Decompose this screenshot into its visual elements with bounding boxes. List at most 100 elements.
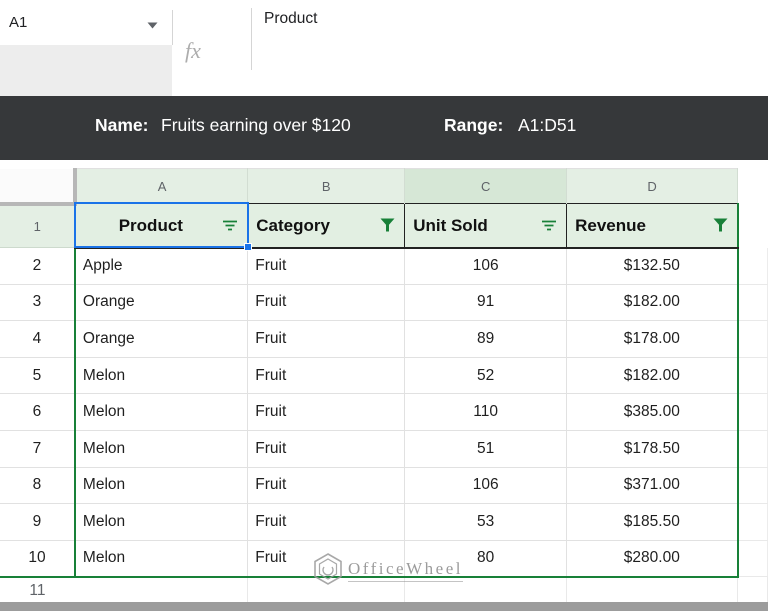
- cell-B9[interactable]: Fruit: [247, 503, 406, 541]
- cell-A6[interactable]: Melon: [73, 393, 249, 431]
- cell-A8[interactable]: Melon: [73, 467, 249, 505]
- name-box[interactable]: A1: [9, 14, 28, 31]
- cell-B1[interactable]: Category: [247, 203, 406, 249]
- grid-margin: [737, 503, 768, 541]
- cell-A4[interactable]: Orange: [73, 320, 249, 358]
- grid-margin: [737, 430, 768, 468]
- fill-handle[interactable]: [244, 243, 252, 251]
- cell-A5[interactable]: Melon: [73, 357, 249, 395]
- cell-D11[interactable]: [566, 576, 738, 604]
- cell-C4[interactable]: 89: [404, 320, 568, 358]
- cell-A2[interactable]: Apple: [73, 247, 249, 285]
- named-range-banner: Name: Fruits earning over $120 Range: A1…: [0, 96, 768, 160]
- cell-D8[interactable]: $371.00: [566, 467, 739, 505]
- cell-A3[interactable]: Orange: [73, 284, 249, 322]
- grid-margin: [737, 467, 768, 505]
- cell-D1[interactable]: Revenue: [566, 203, 739, 249]
- funnel-icon[interactable]: [713, 218, 728, 232]
- spreadsheet-grid: A B C D 1 Product Category: [0, 168, 768, 604]
- cell-D4[interactable]: $178.00: [566, 320, 739, 358]
- cell-D5[interactable]: $182.00: [566, 357, 739, 395]
- banner-name-label: Name:: [95, 115, 149, 135]
- column-header-D[interactable]: D: [566, 168, 738, 204]
- banner-name-value: Fruits earning over $120: [161, 115, 351, 135]
- chevron-down-icon[interactable]: [147, 22, 158, 29]
- filter-lines-icon[interactable]: [541, 219, 557, 232]
- column-header-A[interactable]: A: [74, 168, 249, 204]
- cell-B5[interactable]: Fruit: [247, 357, 406, 395]
- divider: [172, 10, 173, 45]
- grid-margin: [737, 168, 768, 204]
- cell-B6[interactable]: Fruit: [247, 393, 406, 431]
- header-label-unit-sold: Unit Sold: [413, 215, 488, 235]
- sheet-corner-filler: [0, 45, 172, 96]
- grid-margin: [737, 393, 768, 431]
- watermark-text: OfficeWheel: [348, 559, 463, 582]
- row-header-11[interactable]: 11: [0, 576, 75, 604]
- select-all-corner[interactable]: [0, 168, 77, 206]
- banner-range-value: A1:D51: [518, 115, 577, 135]
- formula-input[interactable]: Product: [264, 10, 318, 27]
- cell-B10[interactable]: Fruit: [247, 540, 406, 578]
- funnel-icon[interactable]: [380, 218, 395, 232]
- bottom-edge-strip: [0, 602, 768, 611]
- cell-C2[interactable]: 106: [404, 247, 568, 285]
- cell-C3[interactable]: 91: [404, 284, 568, 322]
- row-header-1[interactable]: 1: [0, 203, 75, 248]
- cell-C6[interactable]: 110: [404, 393, 568, 431]
- cell-C5[interactable]: 52: [404, 357, 568, 395]
- cell-C9[interactable]: 53: [404, 503, 568, 541]
- cell-A1[interactable]: Product: [74, 203, 249, 249]
- cell-D2[interactable]: $132.50: [566, 247, 739, 285]
- row-header-10[interactable]: 10: [0, 540, 76, 578]
- cell-A9[interactable]: Melon: [73, 503, 249, 541]
- cell-C8[interactable]: 106: [404, 467, 568, 505]
- grid-margin: [737, 540, 768, 578]
- cell-B8[interactable]: Fruit: [247, 467, 406, 505]
- cell-C10[interactable]: 80: [404, 540, 568, 578]
- cell-D9[interactable]: $185.50: [566, 503, 739, 541]
- cell-A10[interactable]: Melon: [73, 540, 249, 578]
- cell-C1[interactable]: Unit Sold: [404, 203, 568, 249]
- column-header-C[interactable]: C: [404, 168, 568, 204]
- grid-margin: [737, 203, 768, 248]
- header-label-revenue: Revenue: [575, 215, 646, 235]
- column-header-B[interactable]: B: [247, 168, 406, 204]
- row-header-9[interactable]: 9: [0, 503, 76, 541]
- divider: [251, 8, 252, 70]
- header-label-category: Category: [256, 215, 330, 235]
- cell-D7[interactable]: $178.50: [566, 430, 739, 468]
- cell-A11[interactable]: [74, 576, 249, 604]
- cell-B4[interactable]: Fruit: [247, 320, 406, 358]
- cell-C11[interactable]: [404, 576, 568, 604]
- banner-range-label: Range:: [444, 115, 504, 135]
- cell-D6[interactable]: $385.00: [566, 393, 739, 431]
- cell-B7[interactable]: Fruit: [247, 430, 406, 468]
- cell-C7[interactable]: 51: [404, 430, 568, 468]
- grid-margin: [737, 320, 768, 358]
- row-header-8[interactable]: 8: [0, 467, 76, 505]
- row-header-2[interactable]: 2: [0, 247, 76, 285]
- cell-A7[interactable]: Melon: [73, 430, 249, 468]
- row-header-4[interactable]: 4: [0, 320, 76, 358]
- row-header-7[interactable]: 7: [0, 430, 76, 468]
- row-header-6[interactable]: 6: [0, 393, 76, 431]
- cell-B3[interactable]: Fruit: [247, 284, 406, 322]
- grid-margin: [737, 576, 768, 604]
- cell-B2[interactable]: Fruit: [247, 247, 406, 285]
- cell-D3[interactable]: $182.00: [566, 284, 739, 322]
- cell-B11[interactable]: [247, 576, 406, 604]
- row-header-3[interactable]: 3: [0, 284, 76, 322]
- header-label-product: Product: [118, 215, 183, 235]
- cell-D10[interactable]: $280.00: [566, 540, 739, 578]
- formula-bar-area: A1 fx Product: [0, 0, 768, 96]
- watermark: OfficeWheel: [311, 551, 463, 589]
- grid-margin: [737, 284, 768, 322]
- row-header-5[interactable]: 5: [0, 357, 76, 395]
- fx-icon: fx: [185, 38, 201, 63]
- grid-margin: [737, 247, 768, 285]
- filter-lines-icon[interactable]: [222, 219, 238, 232]
- grid-margin: [737, 357, 768, 395]
- watermark-logo-icon: [314, 553, 342, 585]
